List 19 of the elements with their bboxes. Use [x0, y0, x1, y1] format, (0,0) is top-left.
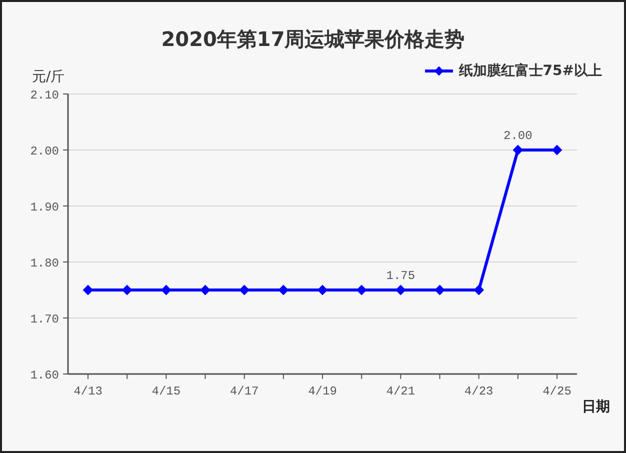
- y-tick-label: 1.60: [30, 368, 59, 382]
- x-tick-label: 4/17: [230, 384, 259, 399]
- y-tick-label: 1.70: [30, 312, 59, 326]
- y-tick-label: 2.10: [30, 88, 59, 102]
- data-label: 2.00: [504, 129, 532, 143]
- x-tick-label: 4/21: [386, 384, 416, 399]
- chart-title: 2020年第17周运城苹果价格走势: [160, 26, 466, 53]
- y-tick-label: 1.80: [30, 256, 59, 270]
- x-tick-label: 4/19: [308, 384, 337, 399]
- legend-label: 纸加膜红富士75#以上: [458, 62, 602, 80]
- x-tick-label: 4/23: [464, 384, 494, 399]
- data-label: 1.75: [386, 269, 416, 283]
- y-tick-label: 1.90: [30, 200, 59, 214]
- x-tick-label: 4/15: [152, 384, 181, 399]
- y-tick-label: 2.00: [30, 144, 59, 158]
- x-axis-title: 日期: [582, 398, 610, 416]
- y-axis-title: 元/斤: [32, 68, 65, 86]
- x-tick-label: 4/25: [542, 384, 572, 399]
- x-tick-label: 4/13: [74, 384, 102, 399]
